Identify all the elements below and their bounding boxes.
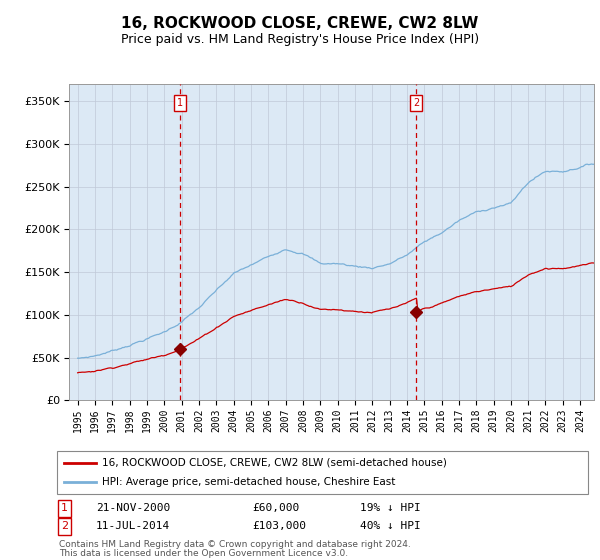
Text: £103,000: £103,000 — [252, 521, 306, 531]
Text: 19% ↓ HPI: 19% ↓ HPI — [360, 503, 421, 514]
Text: 1: 1 — [176, 98, 183, 108]
Text: 2: 2 — [61, 521, 68, 531]
Text: HPI: Average price, semi-detached house, Cheshire East: HPI: Average price, semi-detached house,… — [102, 477, 395, 487]
Text: 40% ↓ HPI: 40% ↓ HPI — [360, 521, 421, 531]
Text: Price paid vs. HM Land Registry's House Price Index (HPI): Price paid vs. HM Land Registry's House … — [121, 32, 479, 46]
Text: £60,000: £60,000 — [252, 503, 299, 514]
Text: This data is licensed under the Open Government Licence v3.0.: This data is licensed under the Open Gov… — [59, 549, 348, 558]
Text: 2: 2 — [413, 98, 419, 108]
Text: 21-NOV-2000: 21-NOV-2000 — [96, 503, 170, 514]
Text: 11-JUL-2014: 11-JUL-2014 — [96, 521, 170, 531]
Text: 16, ROCKWOOD CLOSE, CREWE, CW2 8LW (semi-detached house): 16, ROCKWOOD CLOSE, CREWE, CW2 8LW (semi… — [102, 458, 447, 468]
Text: Contains HM Land Registry data © Crown copyright and database right 2024.: Contains HM Land Registry data © Crown c… — [59, 540, 410, 549]
Text: 16, ROCKWOOD CLOSE, CREWE, CW2 8LW: 16, ROCKWOOD CLOSE, CREWE, CW2 8LW — [121, 16, 479, 31]
Text: 1: 1 — [61, 503, 68, 514]
